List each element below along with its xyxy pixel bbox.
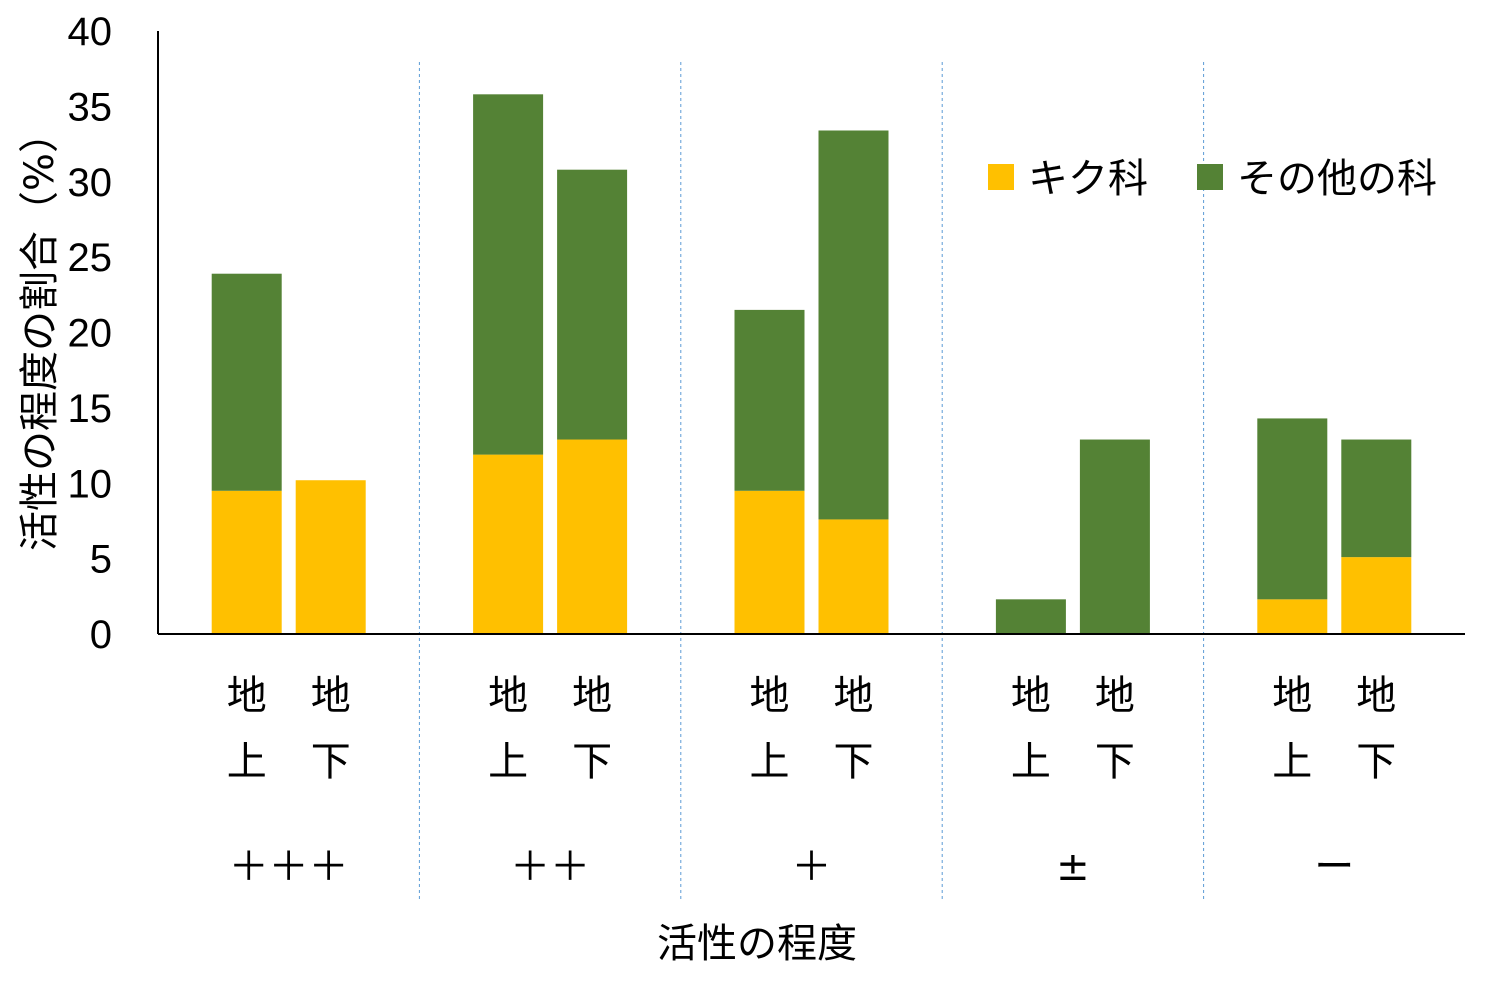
bar-segment-other — [995, 599, 1066, 634]
bar-segment-other — [818, 130, 889, 520]
group-label: ± — [1056, 844, 1090, 890]
bar-segment-other — [1257, 418, 1328, 600]
bars — [211, 94, 1412, 634]
y-tick-label: 20 — [68, 312, 113, 356]
y-tick-label: 30 — [68, 161, 113, 205]
category-label: 下 — [311, 739, 351, 785]
group-label: ＋ — [792, 844, 832, 890]
category-label: 地 — [488, 673, 528, 719]
bar-segment-other — [1079, 439, 1150, 634]
category-label: 下 — [572, 739, 612, 785]
y-tick-label: 40 — [68, 10, 113, 54]
bar-segment-kiku — [295, 480, 366, 634]
bar-segment-kiku — [734, 490, 805, 634]
group-separators — [418, 62, 1205, 902]
bar-segment-kiku — [1257, 599, 1328, 634]
category-label: 地 — [834, 673, 874, 719]
legend-swatch-other — [1197, 164, 1223, 190]
category-label: 地 — [1356, 673, 1396, 719]
category-label: 上 — [488, 739, 528, 785]
bar-segment-other — [734, 309, 805, 491]
bar-segment-kiku — [557, 439, 628, 634]
bar-segment-kiku — [818, 519, 889, 634]
y-tick-label: 10 — [68, 462, 113, 506]
bar-segment-other — [211, 273, 282, 491]
group-label: ＋＋ — [510, 844, 590, 890]
legend: キク科 その他の科 — [988, 156, 1437, 202]
category-label: 地 — [1272, 673, 1312, 719]
category-label: 下 — [1356, 739, 1396, 785]
y-tick-label: 0 — [90, 613, 112, 657]
category-label: 下 — [1095, 739, 1135, 785]
legend-label-other: その他の科 — [1237, 156, 1437, 202]
y-axis-title: 活性の程度の割合（%） — [17, 113, 63, 551]
category-label: 地 — [227, 673, 267, 719]
legend-label-kiku: キク科 — [1028, 156, 1148, 202]
bar-segment-other — [1341, 439, 1412, 558]
category-label: 上 — [1272, 739, 1312, 785]
x-axis-title: 活性の程度 — [657, 921, 857, 967]
category-label: 地 — [750, 673, 790, 719]
category-label: 上 — [750, 739, 790, 785]
group-labels: ＋＋＋ ＋＋＋ ± ー — [229, 844, 1355, 890]
category-label: 地 — [311, 673, 351, 719]
y-tick-label: 5 — [90, 538, 112, 582]
y-tick-label: 25 — [68, 236, 113, 280]
category-label: 上 — [1011, 739, 1051, 785]
category-label: 下 — [834, 739, 874, 785]
bar-segment-kiku — [1341, 557, 1412, 634]
bar-segment-kiku — [473, 454, 544, 634]
y-tick-label: 35 — [68, 85, 113, 129]
category-label: 地 — [572, 673, 612, 719]
group-label: ＋＋＋ — [229, 844, 349, 890]
category-label: 地 — [1095, 673, 1135, 719]
y-tick-label: 15 — [68, 387, 113, 431]
bar-segment-kiku — [211, 490, 282, 634]
category-label: 地 — [1011, 673, 1051, 719]
bar-segment-other — [473, 94, 544, 455]
category-label: 上 — [227, 739, 267, 785]
group-label: ー — [1314, 844, 1354, 890]
legend-swatch-kiku — [988, 164, 1014, 190]
y-axis-ticks: 0 5 10 15 20 25 30 35 40 — [68, 10, 113, 657]
bar-segment-other — [557, 169, 628, 440]
